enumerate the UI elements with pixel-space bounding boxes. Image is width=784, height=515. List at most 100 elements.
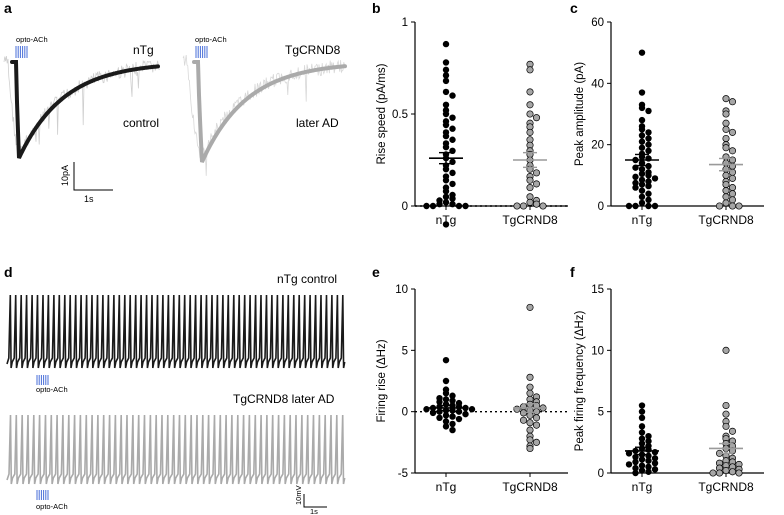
data-point-e (442, 390, 450, 397)
data-point-e (526, 436, 534, 444)
data-point-b (442, 121, 450, 129)
data-point-f (632, 453, 639, 461)
data-point-c (645, 129, 652, 136)
scale-x-label-d: 1s (310, 507, 318, 515)
data-point-b (442, 66, 450, 74)
data-point-b (449, 136, 456, 143)
data-point-c (728, 190, 737, 198)
data-point-e (526, 411, 534, 419)
data-point-b (455, 202, 463, 210)
data-point-b (442, 132, 450, 140)
x-tick-label-b: TgCRND8 (502, 213, 558, 227)
y-tick-label-c: 0 (598, 201, 604, 213)
data-point-c (638, 181, 646, 188)
data-point-c (728, 196, 737, 204)
data-point-e (449, 397, 456, 404)
data-point-b (519, 202, 528, 210)
data-point-c (728, 128, 737, 136)
data-point-b (526, 66, 534, 74)
y-tick-label-c: 20 (591, 140, 604, 152)
x-tick-label-c: nTg (632, 213, 653, 227)
opto-stim-bars-left (15, 46, 28, 58)
data-point-b (442, 221, 450, 228)
panel-letter-e: e (372, 264, 380, 280)
data-point-e (436, 408, 443, 415)
data-point-f (651, 459, 659, 467)
data-point-e (436, 414, 443, 421)
y-tick-label-e: -5 (398, 468, 408, 480)
data-point-c (722, 119, 730, 127)
data-point-c (728, 184, 737, 192)
data-point-c (645, 182, 652, 190)
data-point-b (442, 77, 450, 85)
data-point-b (526, 128, 534, 136)
x-tick-label-e: nTg (436, 480, 457, 494)
data-point-f (728, 468, 737, 476)
data-point-c (722, 144, 730, 152)
x-tick-label-c: TgCRND8 (698, 213, 754, 227)
data-point-f (638, 456, 646, 463)
data-point-e (429, 409, 437, 417)
panel-a-traces: opto-ACh nTg control opto-ACh TgCRND8 la… (3, 35, 347, 204)
data-point-f (722, 346, 730, 354)
x-tick-label-f: nTg (632, 480, 653, 494)
data-point-b (442, 199, 450, 206)
data-point-c (645, 202, 652, 210)
data-point-c (638, 199, 646, 207)
data-point-e (455, 408, 463, 415)
data-point-f (651, 455, 659, 462)
data-point-f (638, 402, 646, 409)
data-point-c (638, 49, 646, 56)
data-point-c (638, 126, 646, 133)
y-tick-label-f: 10 (591, 345, 604, 357)
data-point-f (638, 414, 646, 421)
data-point-c (638, 176, 646, 184)
data-point-f (651, 448, 659, 456)
data-point-c (715, 202, 724, 210)
data-point-b (449, 92, 456, 99)
data-point-e (532, 438, 541, 446)
ntg-fit-trace (10, 60, 160, 159)
data-point-e (526, 426, 534, 434)
data-point-f (709, 469, 717, 477)
data-point-c (638, 144, 646, 151)
data-point-e (526, 383, 534, 391)
data-point-f (722, 422, 730, 430)
data-point-e (423, 406, 430, 413)
data-point-c (728, 168, 737, 176)
data-point-b (442, 143, 450, 151)
data-point-c (728, 202, 737, 210)
data-point-f (638, 435, 646, 442)
ntg-control-spike-train (6, 294, 346, 369)
data-point-e (532, 414, 541, 422)
y-tick-label-e: 0 (402, 407, 408, 419)
data-point-e (442, 377, 450, 385)
data-point-f (645, 463, 652, 471)
data-point-e (442, 396, 450, 403)
data-point-b (526, 184, 534, 192)
scale-y-label-a: 10pA (60, 165, 70, 186)
data-point-c (728, 98, 737, 106)
data-point-c (638, 116, 646, 124)
data-point-c (638, 170, 646, 177)
data-point-b (532, 114, 541, 122)
data-point-b (442, 40, 450, 48)
data-point-e (519, 416, 528, 424)
opto-stim-bars-top (36, 375, 49, 385)
data-point-e (526, 303, 534, 311)
opto-label-bottom: opto-ACh (36, 502, 68, 511)
data-point-c (722, 193, 730, 201)
data-point-b (429, 202, 437, 210)
data-point-b (526, 101, 534, 109)
data-point-c (722, 125, 730, 133)
data-point-c (638, 132, 646, 139)
data-point-c (638, 89, 646, 96)
bottom-trace-label: TgCRND8 later AD (233, 392, 335, 406)
data-point-e (532, 421, 541, 429)
top-trace-label: nTg control (277, 272, 337, 286)
later-ad-trace-label: later AD (296, 116, 339, 130)
data-point-c (638, 193, 646, 200)
data-point-b (449, 125, 456, 132)
data-point-c (645, 147, 652, 154)
tg-trace-label: TgCRND8 (285, 43, 341, 57)
